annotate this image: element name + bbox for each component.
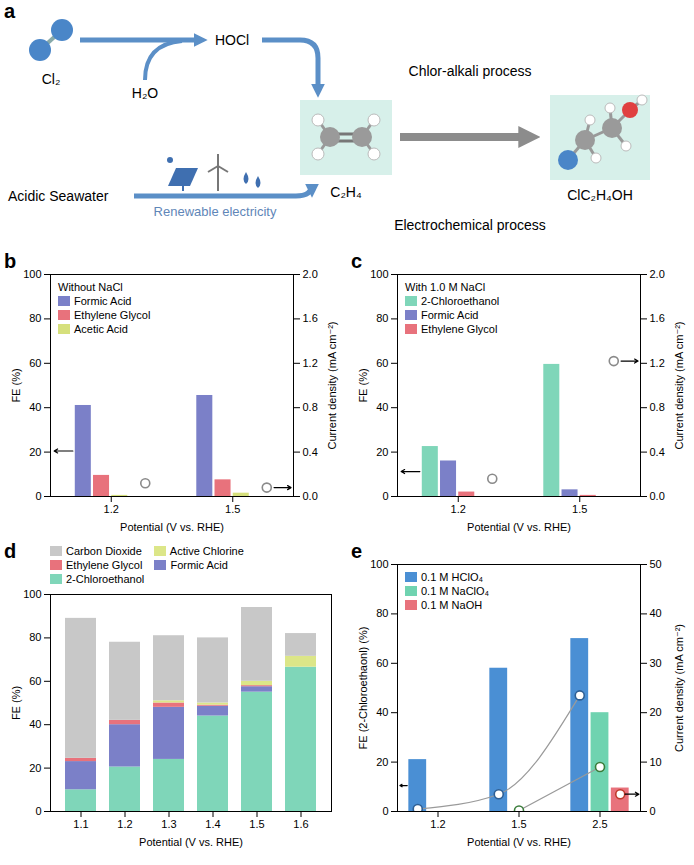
svg-text:1.5: 1.5 (511, 818, 526, 830)
svg-text:1.5: 1.5 (249, 818, 264, 830)
html-text:Formic Acid: Formic Acid (170, 559, 228, 571)
svg-text:FE (2-Chloroethaonl) (%): FE (2-Chloroethaonl) (%) (357, 627, 369, 750)
svg-text:2.0: 2.0 (650, 268, 665, 280)
svg-text:Electrochemical process: Electrochemical process (394, 217, 546, 233)
html-text:Formic Acid: Formic Acid (421, 309, 479, 321)
svg-text:1.2: 1.2 (104, 503, 119, 515)
svg-text:Potential (V vs. RHE): Potential (V vs. RHE) (139, 836, 243, 848)
svg-text:1.4: 1.4 (205, 818, 220, 830)
svg-text:1.6: 1.6 (293, 818, 308, 830)
html-text:Acetic Acid: Acetic Acid (74, 323, 128, 335)
svg-text:0: 0 (382, 490, 388, 502)
svg-text:1.1: 1.1 (73, 818, 88, 830)
svg-text:80: 80 (29, 312, 41, 324)
svg-text:1.2: 1.2 (650, 357, 665, 369)
svg-text:Potential (V vs. RHE): Potential (V vs. RHE) (120, 521, 224, 533)
svg-text:1.5: 1.5 (225, 503, 240, 515)
svg-text:60: 60 (29, 357, 41, 369)
html-text:b: b (4, 250, 17, 272)
svg-text:C₂H₄: C₂H₄ (330, 184, 362, 200)
html-text:Formic Acid: Formic Acid (74, 295, 132, 307)
svg-text:60: 60 (376, 357, 388, 369)
svg-text:Acidic Seawater: Acidic Seawater (8, 188, 109, 204)
html-text:0.1 M HClO₄: 0.1 M HClO₄ (421, 571, 483, 583)
svg-text:0: 0 (35, 805, 41, 817)
svg-text:50: 50 (650, 558, 662, 570)
svg-text:100: 100 (370, 268, 388, 280)
svg-text:40: 40 (29, 718, 41, 730)
svg-text:10: 10 (650, 756, 662, 768)
svg-text:Current density (mA cm⁻²): Current density (mA cm⁻²) (673, 624, 685, 752)
svg-text:20: 20 (29, 446, 41, 458)
html-text:With 1.0 M NaCl: With 1.0 M NaCl (405, 281, 486, 293)
svg-text:Current density (mA cm⁻²): Current density (mA cm⁻²) (326, 321, 338, 449)
html-text:2-Chloroethanol: 2-Chloroethanol (421, 295, 500, 307)
html-text:2-Chloroethanol: 2-Chloroethanol (66, 573, 145, 585)
html-text:Ethylene Glycol: Ethylene Glycol (74, 309, 151, 321)
html-text:a: a (4, 0, 16, 22)
svg-text:80: 80 (29, 631, 41, 643)
svg-text:0: 0 (650, 805, 656, 817)
svg-text:FE (%): FE (%) (10, 368, 22, 402)
svg-text:40: 40 (650, 607, 662, 619)
svg-text:0.4: 0.4 (303, 446, 318, 458)
html-text:e: e (351, 540, 363, 562)
svg-text:H₂O: H₂O (132, 85, 159, 101)
html-text:Carbon Dioxide: Carbon Dioxide (66, 545, 142, 557)
svg-text:40: 40 (376, 706, 388, 718)
svg-text:1.5: 1.5 (572, 503, 587, 515)
svg-text:2.0: 2.0 (303, 268, 318, 280)
svg-text:0.0: 0.0 (650, 490, 665, 502)
svg-text:1.6: 1.6 (303, 312, 318, 324)
svg-text:FE (%): FE (%) (10, 686, 22, 720)
html-text:0.1 M NaClO₄: 0.1 M NaClO₄ (421, 585, 490, 597)
svg-text:100: 100 (23, 588, 41, 600)
html-text:Without NaCl: Without NaCl (58, 281, 123, 293)
html-text:Ethylene Glycol: Ethylene Glycol (421, 323, 498, 335)
svg-text:1.3: 1.3 (161, 818, 176, 830)
svg-text:30: 30 (650, 657, 662, 669)
svg-text:20: 20 (376, 756, 388, 768)
svg-text:0: 0 (382, 805, 388, 817)
svg-text:0.0: 0.0 (303, 490, 318, 502)
svg-text:100: 100 (23, 268, 41, 280)
svg-text:0.8: 0.8 (303, 401, 318, 413)
svg-text:1.2: 1.2 (303, 357, 318, 369)
svg-text:HOCl: HOCl (215, 32, 249, 48)
svg-text:Cl₂: Cl₂ (42, 71, 61, 87)
svg-text:80: 80 (376, 607, 388, 619)
svg-text:1.2: 1.2 (451, 503, 466, 515)
svg-text:40: 40 (376, 401, 388, 413)
svg-text:Current density (mA cm⁻²): Current density (mA cm⁻²) (673, 321, 685, 449)
svg-text:1.2: 1.2 (117, 818, 132, 830)
svg-text:Potential (V vs. RHE): Potential (V vs. RHE) (467, 836, 571, 848)
svg-text:Renewable electricity: Renewable electricity (154, 204, 277, 219)
svg-text:0.8: 0.8 (650, 401, 665, 413)
svg-text:1.6: 1.6 (650, 312, 665, 324)
svg-text:20: 20 (650, 706, 662, 718)
svg-text:80: 80 (376, 312, 388, 324)
svg-text:ClC₂H₄OH: ClC₂H₄OH (567, 187, 633, 203)
svg-text:60: 60 (29, 675, 41, 687)
svg-text:20: 20 (29, 762, 41, 774)
svg-text:2.5: 2.5 (592, 818, 607, 830)
html-text:Active Chlorine: Active Chlorine (169, 545, 244, 557)
html-text:d: d (4, 540, 17, 562)
svg-text:Chlor-alkali process: Chlor-alkali process (409, 63, 532, 79)
svg-text:0: 0 (35, 490, 41, 502)
svg-text:60: 60 (376, 657, 388, 669)
svg-text:0.4: 0.4 (650, 446, 665, 458)
html-text:Ethylene Glycol: Ethylene Glycol (66, 559, 143, 571)
svg-text:40: 40 (29, 401, 41, 413)
svg-text:100: 100 (370, 558, 388, 570)
html-text:c: c (351, 250, 363, 272)
svg-text:Potential (V vs. RHE): Potential (V vs. RHE) (467, 521, 571, 533)
svg-text:FE (%): FE (%) (357, 368, 369, 402)
svg-text:1.2: 1.2 (430, 818, 445, 830)
html-text:0.1 M NaOH: 0.1 M NaOH (421, 599, 483, 611)
svg-text:20: 20 (376, 446, 388, 458)
